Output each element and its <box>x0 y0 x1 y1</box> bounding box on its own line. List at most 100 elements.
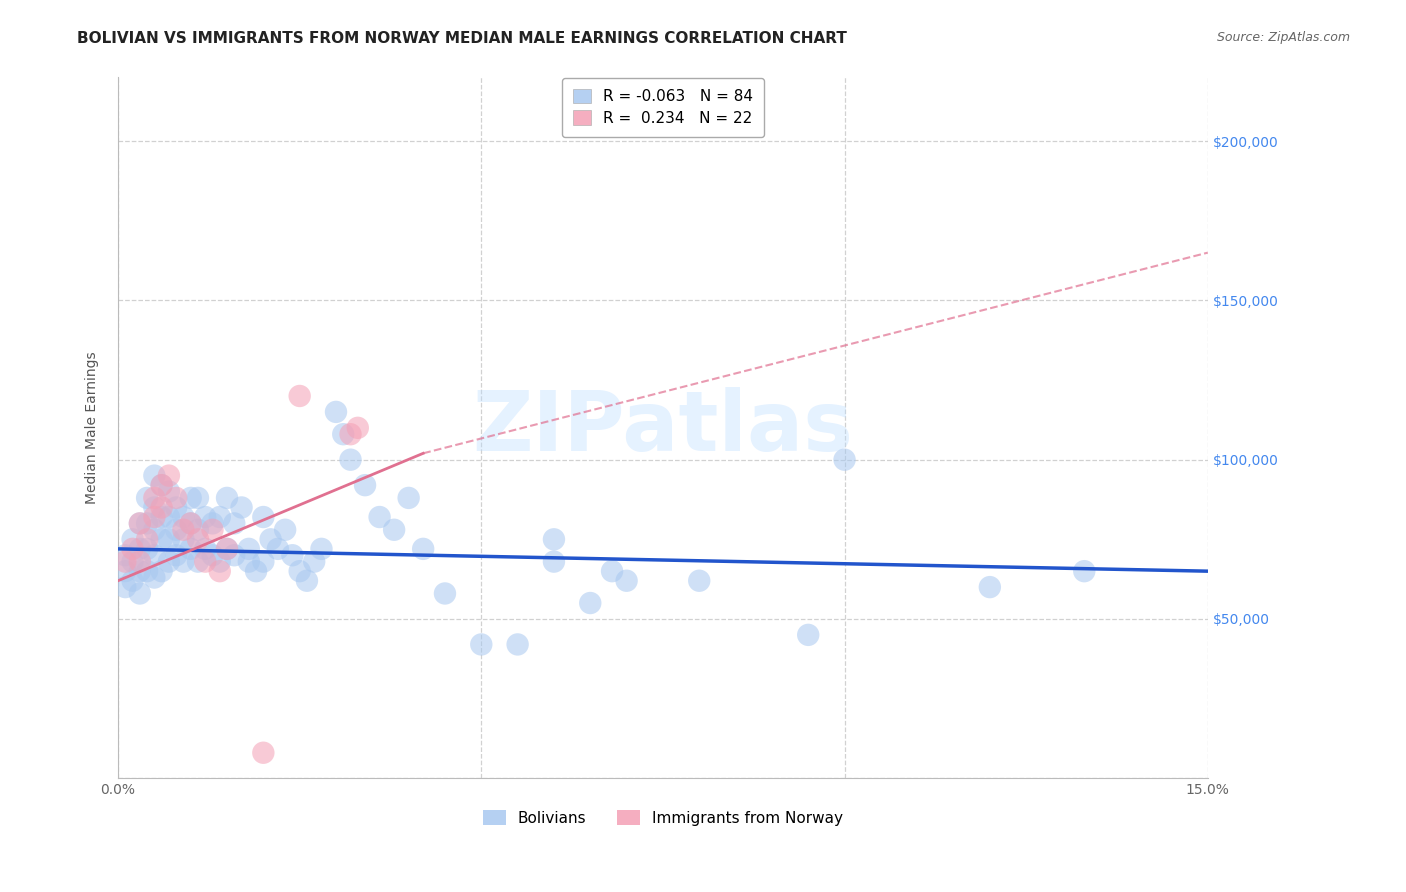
Point <box>172 523 194 537</box>
Point <box>114 548 136 562</box>
Point <box>201 523 224 537</box>
Point <box>165 548 187 562</box>
Point <box>114 564 136 578</box>
Point <box>433 586 456 600</box>
Point <box>238 555 260 569</box>
Point <box>165 500 187 515</box>
Point <box>543 533 565 547</box>
Point <box>368 510 391 524</box>
Y-axis label: Median Male Earnings: Median Male Earnings <box>86 351 100 504</box>
Point <box>346 421 368 435</box>
Point <box>215 541 238 556</box>
Point <box>121 541 143 556</box>
Point <box>165 491 187 505</box>
Point <box>274 523 297 537</box>
Point <box>600 564 623 578</box>
Point <box>1073 564 1095 578</box>
Point <box>208 564 231 578</box>
Point <box>470 637 492 651</box>
Point <box>238 541 260 556</box>
Text: ZIPatlas: ZIPatlas <box>472 387 853 468</box>
Point <box>128 541 150 556</box>
Point <box>412 541 434 556</box>
Point <box>339 452 361 467</box>
Point <box>157 468 180 483</box>
Text: Source: ZipAtlas.com: Source: ZipAtlas.com <box>1216 31 1350 45</box>
Point <box>143 510 166 524</box>
Point <box>121 555 143 569</box>
Point <box>180 491 202 505</box>
Point <box>114 555 136 569</box>
Point <box>114 580 136 594</box>
Point <box>506 637 529 651</box>
Point <box>180 541 202 556</box>
Point <box>979 580 1001 594</box>
Point <box>150 564 173 578</box>
Point <box>208 510 231 524</box>
Point <box>354 478 377 492</box>
Point <box>252 555 274 569</box>
Point <box>398 491 420 505</box>
Point <box>150 510 173 524</box>
Point <box>157 484 180 499</box>
Point <box>143 500 166 515</box>
Point <box>579 596 602 610</box>
Point <box>224 548 246 562</box>
Point <box>339 427 361 442</box>
Point <box>267 541 290 556</box>
Text: BOLIVIAN VS IMMIGRANTS FROM NORWAY MEDIAN MALE EARNINGS CORRELATION CHART: BOLIVIAN VS IMMIGRANTS FROM NORWAY MEDIA… <box>77 31 848 46</box>
Point <box>150 478 173 492</box>
Point <box>194 555 217 569</box>
Point <box>688 574 710 588</box>
Point <box>311 541 333 556</box>
Point <box>245 564 267 578</box>
Point <box>224 516 246 531</box>
Point <box>208 555 231 569</box>
Point <box>157 533 180 547</box>
Point <box>136 541 159 556</box>
Point <box>172 555 194 569</box>
Point <box>215 491 238 505</box>
Point <box>834 452 856 467</box>
Point <box>128 516 150 531</box>
Point <box>259 533 281 547</box>
Point <box>231 500 253 515</box>
Point <box>172 510 194 524</box>
Point <box>201 516 224 531</box>
Point <box>288 564 311 578</box>
Point <box>143 491 166 505</box>
Point <box>165 523 187 537</box>
Point <box>252 510 274 524</box>
Legend: Bolivians, Immigrants from Norway: Bolivians, Immigrants from Norway <box>475 803 851 834</box>
Point <box>325 405 347 419</box>
Point <box>136 491 159 505</box>
Point <box>121 574 143 588</box>
Point <box>281 548 304 562</box>
Point <box>180 516 202 531</box>
Point <box>187 555 209 569</box>
Point <box>121 533 143 547</box>
Point <box>288 389 311 403</box>
Point <box>143 523 166 537</box>
Point <box>136 533 159 547</box>
Point <box>128 564 150 578</box>
Point <box>136 564 159 578</box>
Point <box>143 570 166 584</box>
Point <box>616 574 638 588</box>
Point <box>143 468 166 483</box>
Point <box>187 523 209 537</box>
Point <box>136 516 159 531</box>
Point <box>187 491 209 505</box>
Point <box>332 427 354 442</box>
Point <box>215 541 238 556</box>
Point <box>194 541 217 556</box>
Point <box>201 548 224 562</box>
Point <box>143 548 166 562</box>
Point <box>128 516 150 531</box>
Point <box>157 510 180 524</box>
Point <box>382 523 405 537</box>
Point <box>797 628 820 642</box>
Point <box>295 574 318 588</box>
Point <box>252 746 274 760</box>
Point <box>187 533 209 547</box>
